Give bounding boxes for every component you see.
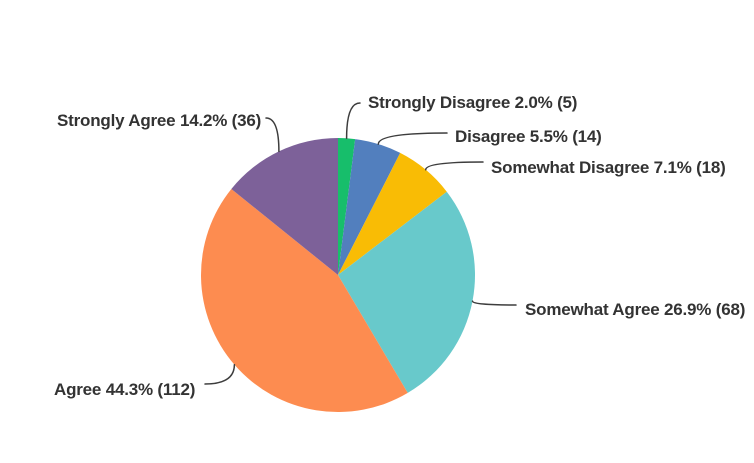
- slice-label-strongly-disagree: Strongly Disagree 2.0% (5): [368, 93, 578, 113]
- leader-line-agree: [204, 363, 236, 385]
- pie-slice-agree: [201, 189, 408, 412]
- slice-label-somewhat-agree: Somewhat Agree 26.9% (68): [525, 300, 746, 320]
- leader-line-strongly-disagree: [345, 102, 361, 140]
- leader-line-somewhat-disagree: [424, 161, 484, 171]
- pie-slice-somewhat-agree: [338, 191, 476, 393]
- pie-slice-somewhat-disagree: [338, 152, 447, 275]
- slice-label-disagree: Disagree 5.5% (14): [455, 127, 602, 147]
- leader-line-strongly-agree: [265, 117, 280, 153]
- slice-label-somewhat-disagree: Somewhat Disagree 7.1% (18): [491, 158, 726, 178]
- pie-slice-strongly-agree: [231, 138, 338, 275]
- pie-slice-disagree: [338, 139, 401, 275]
- pie-slice-strongly-disagree: [338, 138, 356, 275]
- slice-label-agree: Agree 44.3% (112): [54, 380, 196, 400]
- leader-line-disagree: [377, 132, 448, 145]
- leader-line-somewhat-agree: [471, 300, 517, 306]
- slice-label-strongly-agree: Strongly Agree 14.2% (36): [57, 111, 262, 131]
